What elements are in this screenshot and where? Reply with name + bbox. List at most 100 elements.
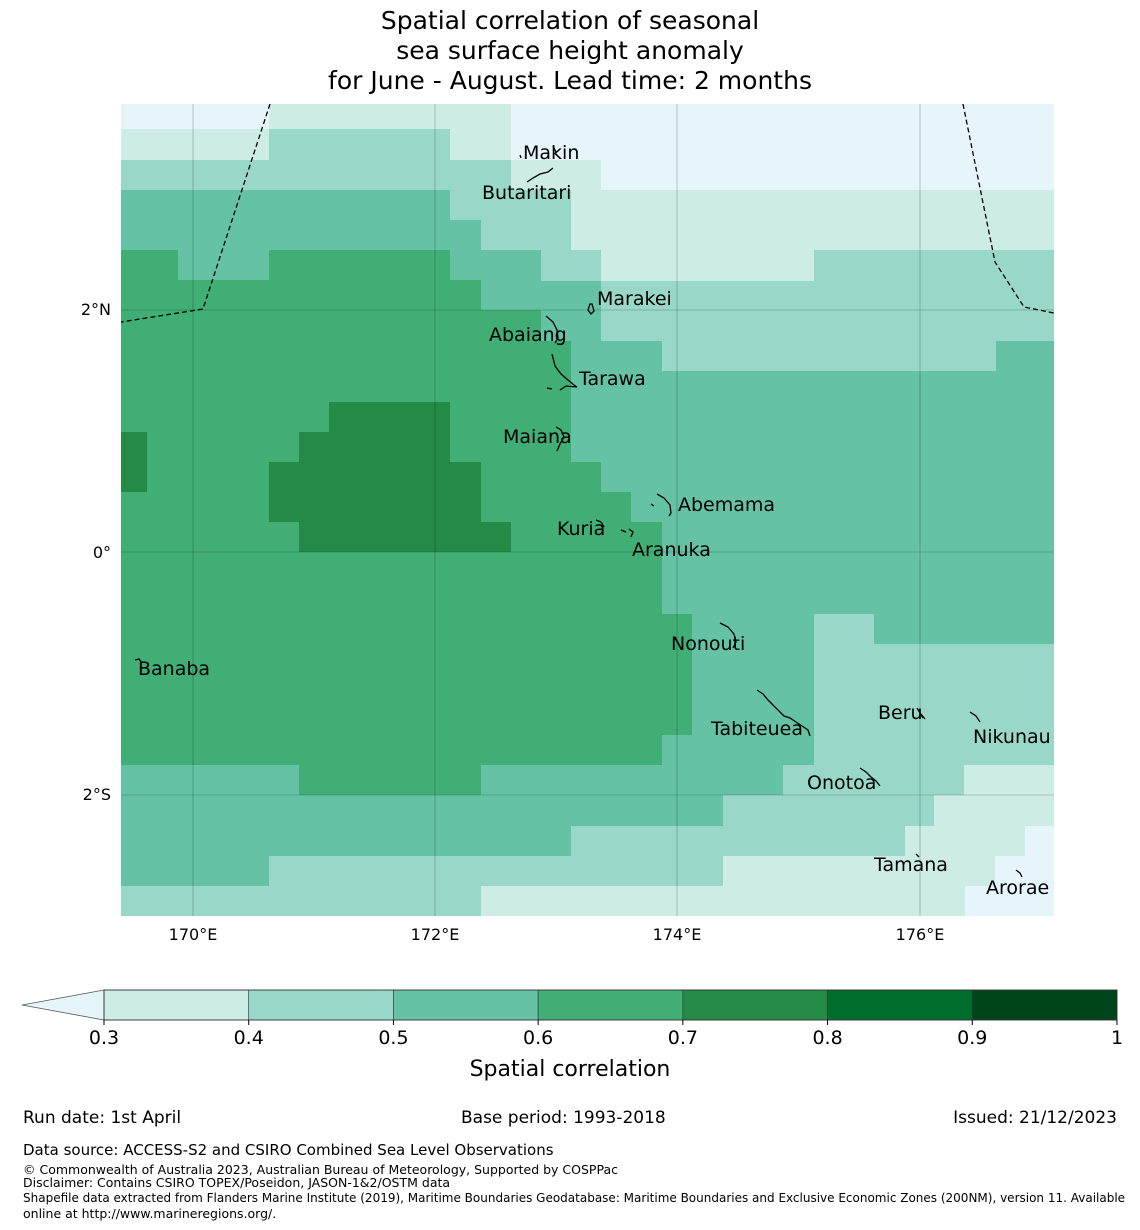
island-label-nikunau: Nikunau	[973, 726, 1051, 748]
island-label-kuria: Kuria	[557, 518, 605, 540]
colorbar-segment	[393, 989, 539, 1021]
field-cell	[269, 856, 723, 886]
island-label-nonouti: Nonouti	[671, 633, 745, 655]
field-cell	[269, 462, 481, 522]
island-label-abaiang: Abaiang	[489, 324, 567, 346]
eez-boundary	[120, 103, 1055, 323]
field-cell	[964, 765, 1054, 795]
colorbar-segment	[971, 989, 1118, 1021]
colorbar-segment	[537, 989, 684, 1021]
island-label-onotoa: Onotoa	[807, 772, 876, 794]
field-cell	[121, 280, 481, 310]
field-cell	[450, 190, 571, 220]
field-cell	[814, 250, 1054, 281]
island-outline-makin	[519, 145, 557, 159]
colorbar-segments	[103, 989, 1118, 1021]
field-cell	[905, 826, 1025, 856]
field-cell	[965, 886, 1054, 916]
lon-label-176e: 176°E	[896, 925, 945, 944]
copyright: © Commonwealth of Australia 2023, Austra…	[23, 1162, 618, 1177]
island-label-abemama: Abemama	[678, 494, 775, 516]
field-cell	[1025, 826, 1054, 856]
title-line-3: for June - August. Lead time: 2 months	[328, 66, 812, 95]
field-cell	[571, 826, 905, 856]
field-cell	[299, 522, 511, 552]
data-source: Data source: ACCESS-S2 and CSIRO Combine…	[23, 1141, 554, 1159]
colorbar-segment	[682, 989, 828, 1021]
colorbar-segment	[248, 989, 394, 1021]
colorbar-tick-label: 0.5	[378, 1027, 408, 1049]
island-label-tarawa: Tarawa	[578, 368, 646, 390]
field-cell	[121, 341, 571, 371]
field-cell	[121, 104, 269, 129]
lon-label-174e: 174°E	[653, 925, 702, 944]
field-cell	[299, 432, 450, 462]
island-outline-nikunau	[969, 711, 981, 723]
colorbar-tick-label: 0.6	[523, 1027, 553, 1049]
island-outline-tabiteuea	[756, 689, 811, 737]
colorbar-tick-label: 0.4	[234, 1027, 264, 1049]
field-cell	[299, 765, 481, 795]
island-outline-tamana	[915, 853, 920, 858]
correlation-field	[121, 104, 1054, 916]
shapefile-credit-line-2: online at http://www.marineregions.org/.	[23, 1206, 277, 1221]
island-label-aranuka: Aranuka	[632, 539, 711, 561]
colorbar-tick-label: 0.3	[89, 1027, 119, 1049]
island-label-makin: Makin	[523, 142, 579, 164]
island-outline-arorae	[1015, 869, 1023, 878]
field-cell	[269, 250, 450, 280]
field-cell	[995, 856, 1054, 886]
island-outline-abemama	[650, 493, 672, 517]
field-cell	[121, 432, 147, 492]
eez-boundary-east	[962, 103, 1055, 314]
base-period: Base period: 1993-2018	[461, 1108, 666, 1128]
gridlines	[121, 104, 1054, 916]
island-outline-aranuka	[620, 528, 634, 538]
field-cell	[511, 160, 601, 190]
colorbar-tick-label: 0.8	[812, 1027, 842, 1049]
colorbar-label: Spatial correlation	[470, 1057, 671, 1082]
field-cell	[121, 735, 662, 765]
colorbar-segment	[827, 989, 973, 1021]
lat-label-0: 0°	[93, 543, 111, 562]
field-cell	[783, 765, 964, 795]
island-label-tamana: Tamana	[873, 854, 948, 876]
run-date: Run date: 1st April	[23, 1108, 182, 1128]
field-cell	[814, 190, 1054, 250]
colorbar-under-arrow	[21, 989, 105, 1021]
colorbar-ticks: 0.3 0.4 0.5 0.6 0.7 0.8 0.9 1	[89, 1020, 1123, 1049]
lat-label-2n: 2°N	[81, 300, 111, 319]
island-label-butaritari: Butaritari	[482, 182, 571, 204]
island-label-marakei: Marakei	[597, 288, 672, 310]
island-outlines	[134, 145, 1023, 878]
field-cell	[662, 341, 996, 371]
field-cell	[121, 250, 178, 280]
field-cell	[601, 281, 1054, 341]
field-cell	[814, 614, 874, 644]
field-cell	[571, 190, 814, 250]
island-outline-kuria	[595, 519, 605, 528]
island-outline-butaritari	[526, 167, 554, 183]
island-outline-nonouti	[719, 622, 737, 649]
field-cell	[934, 795, 1054, 826]
field-cell	[329, 402, 450, 432]
colorbar-tick-label: 0.7	[668, 1027, 698, 1049]
lon-label-170e: 170°E	[169, 925, 218, 944]
map-title: Spatial correlation of seasonal sea surf…	[0, 6, 1140, 96]
colorbar: 0.3 0.4 0.5 0.6 0.7 0.8 0.9 1 Spatial correlati…	[21, 989, 1123, 1082]
colorbar-tick-label: 1	[1111, 1027, 1123, 1049]
island-label-banaba: Banaba	[138, 658, 210, 680]
colorbar-frame	[103, 989, 1118, 1021]
field-cell	[481, 886, 965, 916]
lat-label-2s: 2°S	[83, 785, 111, 804]
island-outline-maiana	[555, 426, 565, 452]
issued-date: Issued: 21/12/2023	[953, 1108, 1117, 1128]
field-cell	[723, 856, 995, 886]
field-cell	[121, 614, 692, 735]
field-cell	[541, 250, 601, 281]
island-outline-banaba	[134, 658, 143, 664]
island-outline-onotoa	[859, 767, 881, 787]
field-cell	[481, 220, 571, 250]
island-label-arorae: Arorae	[986, 877, 1049, 899]
